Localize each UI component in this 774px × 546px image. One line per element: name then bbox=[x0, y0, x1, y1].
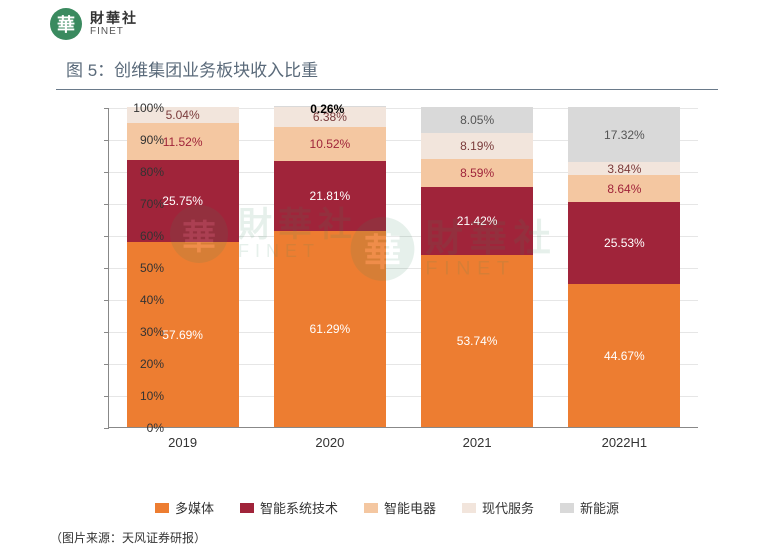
y-tick-label: 50% bbox=[116, 261, 164, 275]
segment-label: 10.52% bbox=[310, 137, 351, 151]
x-tick-label: 2022H1 bbox=[602, 435, 648, 450]
bar-group: 44.67%25.53%8.64%3.84%17.32%2022H1 bbox=[551, 108, 698, 427]
segment-label: 17.32% bbox=[604, 128, 645, 142]
y-tick-label: 40% bbox=[116, 293, 164, 307]
bar-stack: 61.29%21.81%10.52%6.38% bbox=[274, 106, 386, 427]
legend-label: 多媒体 bbox=[175, 498, 214, 517]
segment-label: 25.75% bbox=[162, 194, 203, 208]
segment-label: 3.84% bbox=[607, 162, 641, 176]
x-tick-label: 2020 bbox=[315, 435, 344, 450]
finet-logo-icon: 華 bbox=[50, 8, 82, 40]
legend-label: 智能系统技术 bbox=[260, 498, 338, 517]
legend-item-smart_appl: 智能电器 bbox=[364, 498, 436, 517]
plot-region: 57.69%25.75%11.52%5.04%201961.29%21.81%1… bbox=[108, 108, 698, 428]
segment-label: 61.29% bbox=[310, 322, 351, 336]
y-tick-label: 90% bbox=[116, 133, 164, 147]
chart-title: 图 5：创维集团业务板块收入比重 bbox=[56, 50, 718, 90]
y-tick-label: 10% bbox=[116, 389, 164, 403]
bar-segment-modern_svc: 8.19% bbox=[421, 133, 533, 159]
legend-swatch-icon bbox=[364, 503, 378, 513]
segment-label: 11.52% bbox=[163, 135, 203, 149]
segment-label: 8.19% bbox=[460, 139, 494, 153]
bar-segment-new_energy: 17.32% bbox=[568, 107, 680, 162]
brand-text: 財華社 FINET bbox=[90, 11, 138, 37]
legend-item-modern_svc: 现代服务 bbox=[462, 498, 534, 517]
segment-label: 57.69% bbox=[162, 328, 203, 342]
legend-label: 现代服务 bbox=[482, 498, 534, 517]
x-tick-label: 2019 bbox=[168, 435, 197, 450]
y-tick-label: 60% bbox=[116, 229, 164, 243]
legend-swatch-icon bbox=[155, 503, 169, 513]
bar-segment-modern_svc: 3.84% bbox=[568, 162, 680, 174]
y-tick-label: 80% bbox=[116, 165, 164, 179]
bar-segment-smart_system: 21.42% bbox=[421, 187, 533, 256]
segment-label: 44.67% bbox=[604, 349, 645, 363]
bar-group: 61.29%21.81%10.52%6.38%2020 bbox=[256, 108, 403, 427]
legend-swatch-icon bbox=[240, 503, 254, 513]
bar-segment-multimedia: 44.67% bbox=[568, 284, 680, 427]
segment-label: 21.42% bbox=[457, 214, 498, 228]
legend-item-new_energy: 新能源 bbox=[560, 498, 619, 517]
legend-label: 新能源 bbox=[580, 498, 619, 517]
bar-segment-smart_appl: 8.59% bbox=[421, 159, 533, 186]
chart-area: 57.69% 25.75% 11.52% 5.04% 2019 61.29% 21.81% 1… bbox=[56, 98, 708, 458]
legend-label: 智能电器 bbox=[384, 498, 436, 517]
segment-label: 8.64% bbox=[607, 182, 641, 196]
segment-label: 53.74% bbox=[457, 334, 498, 348]
bar-segment-smart_appl: 8.64% bbox=[568, 175, 680, 203]
bar-stack: 44.67% 25.53% 8.64% 3.84% 17.32% bbox=[568, 107, 680, 427]
bar-group: 53.74%21.42%8.59%8.19%8.05%2021 bbox=[404, 108, 551, 427]
bar-segment-smart_system: 21.81% bbox=[274, 161, 386, 231]
bar-stack: 53.74% 21.42% 8.59% 8.19% 8.05% bbox=[421, 107, 533, 427]
brand-name-cn: 財華社 bbox=[90, 11, 138, 26]
y-tick-label: 0% bbox=[116, 421, 164, 435]
legend-swatch-icon bbox=[462, 503, 476, 513]
bar-segment-smart_appl: 10.52% bbox=[274, 127, 386, 161]
brand-header: 華 財華社 FINET bbox=[0, 0, 774, 44]
floating-label: 0.26% bbox=[310, 102, 344, 116]
bar-segment-new_energy: 8.05% bbox=[421, 107, 533, 133]
bar-segment-smart_system: 25.53% bbox=[568, 202, 680, 284]
segment-label: 8.05% bbox=[460, 113, 494, 127]
legend: 多媒体 智能系统技术 智能电器 现代服务 新能源 bbox=[56, 462, 718, 517]
y-tick-label: 70% bbox=[116, 197, 164, 211]
y-tick-mark bbox=[104, 428, 109, 429]
y-tick-label: 30% bbox=[116, 325, 164, 339]
segment-label: 25.53% bbox=[604, 236, 645, 250]
x-tick-label: 2021 bbox=[463, 435, 492, 450]
legend-swatch-icon bbox=[560, 503, 574, 513]
source-caption: （图片来源：天风证券研报） bbox=[50, 529, 774, 546]
y-tick-label: 100% bbox=[116, 101, 164, 115]
bars-container: 57.69%25.75%11.52%5.04%201961.29%21.81%1… bbox=[109, 108, 698, 427]
segment-label: 21.81% bbox=[310, 189, 351, 203]
legend-item-smart_system: 智能系统技术 bbox=[240, 498, 338, 517]
segment-label: 5.04% bbox=[166, 108, 200, 122]
y-tick-label: 20% bbox=[116, 357, 164, 371]
segment-label: 8.59% bbox=[460, 166, 494, 180]
bar-segment-multimedia: 53.74% bbox=[421, 255, 533, 427]
bar-segment-multimedia: 61.29% bbox=[274, 231, 386, 427]
brand-name-en: FINET bbox=[90, 26, 138, 37]
legend-item-multimedia: 多媒体 bbox=[155, 498, 214, 517]
